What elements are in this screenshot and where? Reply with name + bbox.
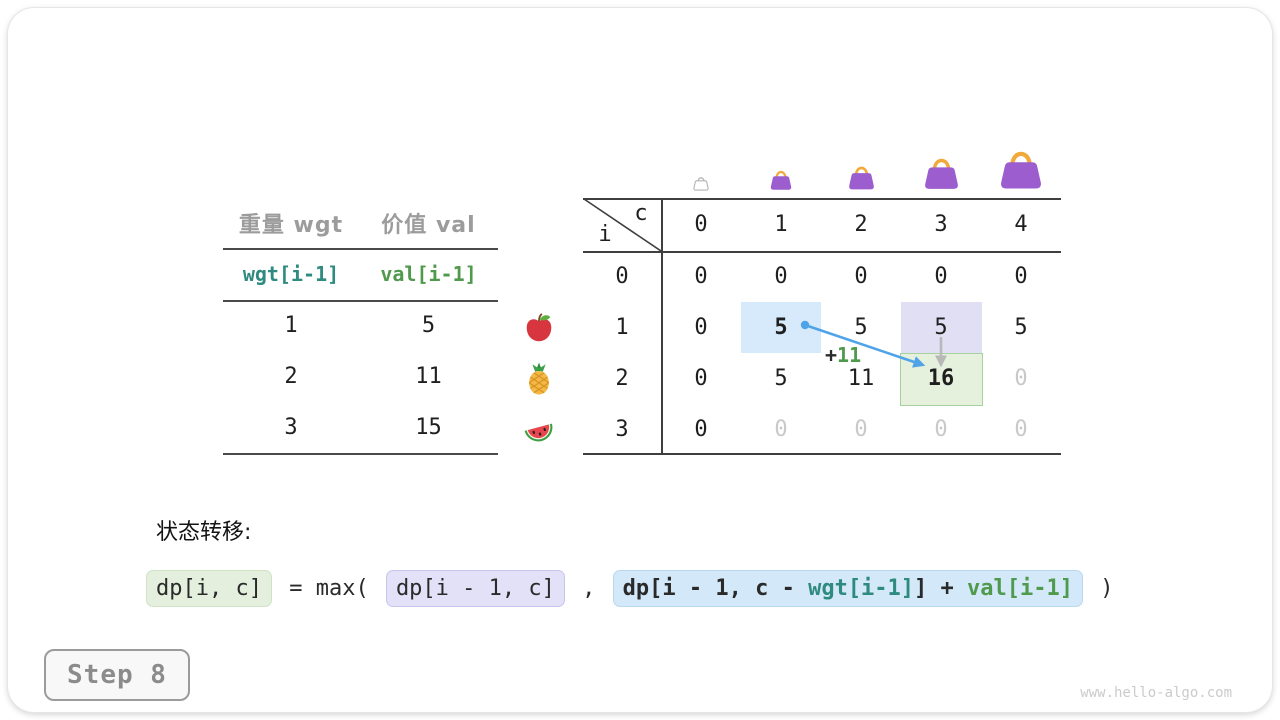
dp-cell-1-0: 0 (694, 315, 708, 340)
col-header-1: 1 (774, 212, 788, 237)
table-rule (223, 453, 498, 455)
dp-cell-3-3: 0 (934, 417, 948, 442)
dp-cell-2-4: 0 (1014, 366, 1028, 391)
axis-diagonal-line (583, 198, 661, 251)
table-rule (223, 248, 498, 250)
col-header-2: 2 (854, 212, 868, 237)
table-rule (583, 453, 1061, 455)
take-term-val: val[i-1] (967, 576, 1073, 601)
dp-cell-3-4: 0 (1014, 417, 1028, 442)
dp-cell-0-1: 0 (774, 264, 788, 289)
item-value: 11 (415, 364, 442, 389)
added-value: 11 (837, 343, 862, 367)
dp-take-term: dp[i - 1, c - wgt[i-1]] + val[i-1] (612, 570, 1083, 607)
add-value-annotation: +11 (825, 343, 861, 367)
watermark: www.hello-algo.com (1080, 685, 1232, 701)
pineapple-icon (522, 362, 556, 396)
table-rule (661, 198, 663, 453)
dp-cell-1-3: 5 (934, 315, 948, 340)
formula-close-paren: ) (1087, 576, 1114, 601)
items-table: 重量 wgt 价值 val wgt[i-1] val[i-1] 1 5 2 11… (223, 198, 498, 455)
state-transition-label: 状态转移: (156, 520, 252, 545)
row-header-2: 2 (615, 366, 629, 391)
dp-cell-1-4: 5 (1014, 315, 1028, 340)
formula-operator: = max( (275, 576, 382, 601)
table-rule (583, 251, 1061, 253)
item-weight: 1 (284, 313, 298, 338)
dp-cell-2-1: 5 (774, 366, 788, 391)
table-rule (583, 198, 1061, 200)
figure-card: 重量 wgt 价值 val wgt[i-1] val[i-1] 1 5 2 11… (8, 8, 1272, 712)
apple-icon (522, 311, 556, 345)
item-weight: 2 (284, 364, 298, 389)
dp-skip-term: dp[i - 1, c] (385, 570, 565, 607)
item-value: 15 (415, 415, 442, 440)
dp-cell-3-0: 0 (694, 417, 708, 442)
row-header-0: 0 (615, 264, 629, 289)
dp-cell-2-2: 11 (847, 366, 875, 391)
col-header-3: 3 (934, 212, 948, 237)
dp-cell-0-0: 0 (694, 264, 708, 289)
take-term-prefix: dp[i - 1, c - (622, 576, 809, 601)
dp-cell-2-0: 0 (694, 366, 708, 391)
bag-capacity-1-icon (768, 168, 794, 195)
dp-cell-0-2: 0 (854, 264, 868, 289)
row-header-1: 1 (615, 315, 629, 340)
dp-cell-0-4: 0 (1014, 264, 1028, 289)
dp-cell-0-3: 0 (934, 264, 948, 289)
item-weight: 3 (284, 415, 298, 440)
item-value: 5 (421, 313, 436, 338)
weight-column-header: 重量 wgt (238, 213, 344, 238)
val-index-label: val[i-1] (380, 262, 477, 286)
row-axis-label: i (598, 221, 612, 247)
col-header-0: 0 (694, 212, 708, 237)
bag-capacity-0-icon (692, 175, 710, 195)
take-term-mid: ] + (914, 576, 968, 601)
formula-comma: , (568, 576, 609, 601)
row-header-3: 3 (615, 417, 629, 442)
wgt-index-label: wgt[i-1] (242, 262, 340, 286)
step-badge: Step 8 (44, 649, 190, 701)
dp-cell-1-1: 5 (774, 315, 788, 340)
col-header-4: 4 (1014, 212, 1028, 237)
plus-sign: + (825, 343, 838, 367)
bag-capacity-4-icon (996, 146, 1046, 195)
dp-cell-3-1: 0 (774, 417, 788, 442)
bag-capacity-3-icon (921, 154, 962, 195)
table-rule (223, 300, 498, 302)
dp-current-term: dp[i, c] (146, 570, 272, 607)
dp-table: c i 0 1 2 3 4 0 1 2 3 0 0 0 0 0 0 5 5 5 … (583, 198, 1061, 455)
dp-cell-2-3: 16 (927, 366, 955, 391)
value-column-header: 价值 val (381, 213, 476, 238)
bag-capacity-2-icon (846, 163, 877, 195)
dp-cell-3-2: 0 (854, 417, 868, 442)
col-axis-label: c (634, 200, 648, 226)
watermelon-icon (522, 413, 556, 447)
state-transition-formula: dp[i, c] = max( dp[i - 1, c] , dp[i - 1,… (142, 570, 1114, 607)
take-term-wgt: wgt[i-1] (808, 576, 915, 601)
